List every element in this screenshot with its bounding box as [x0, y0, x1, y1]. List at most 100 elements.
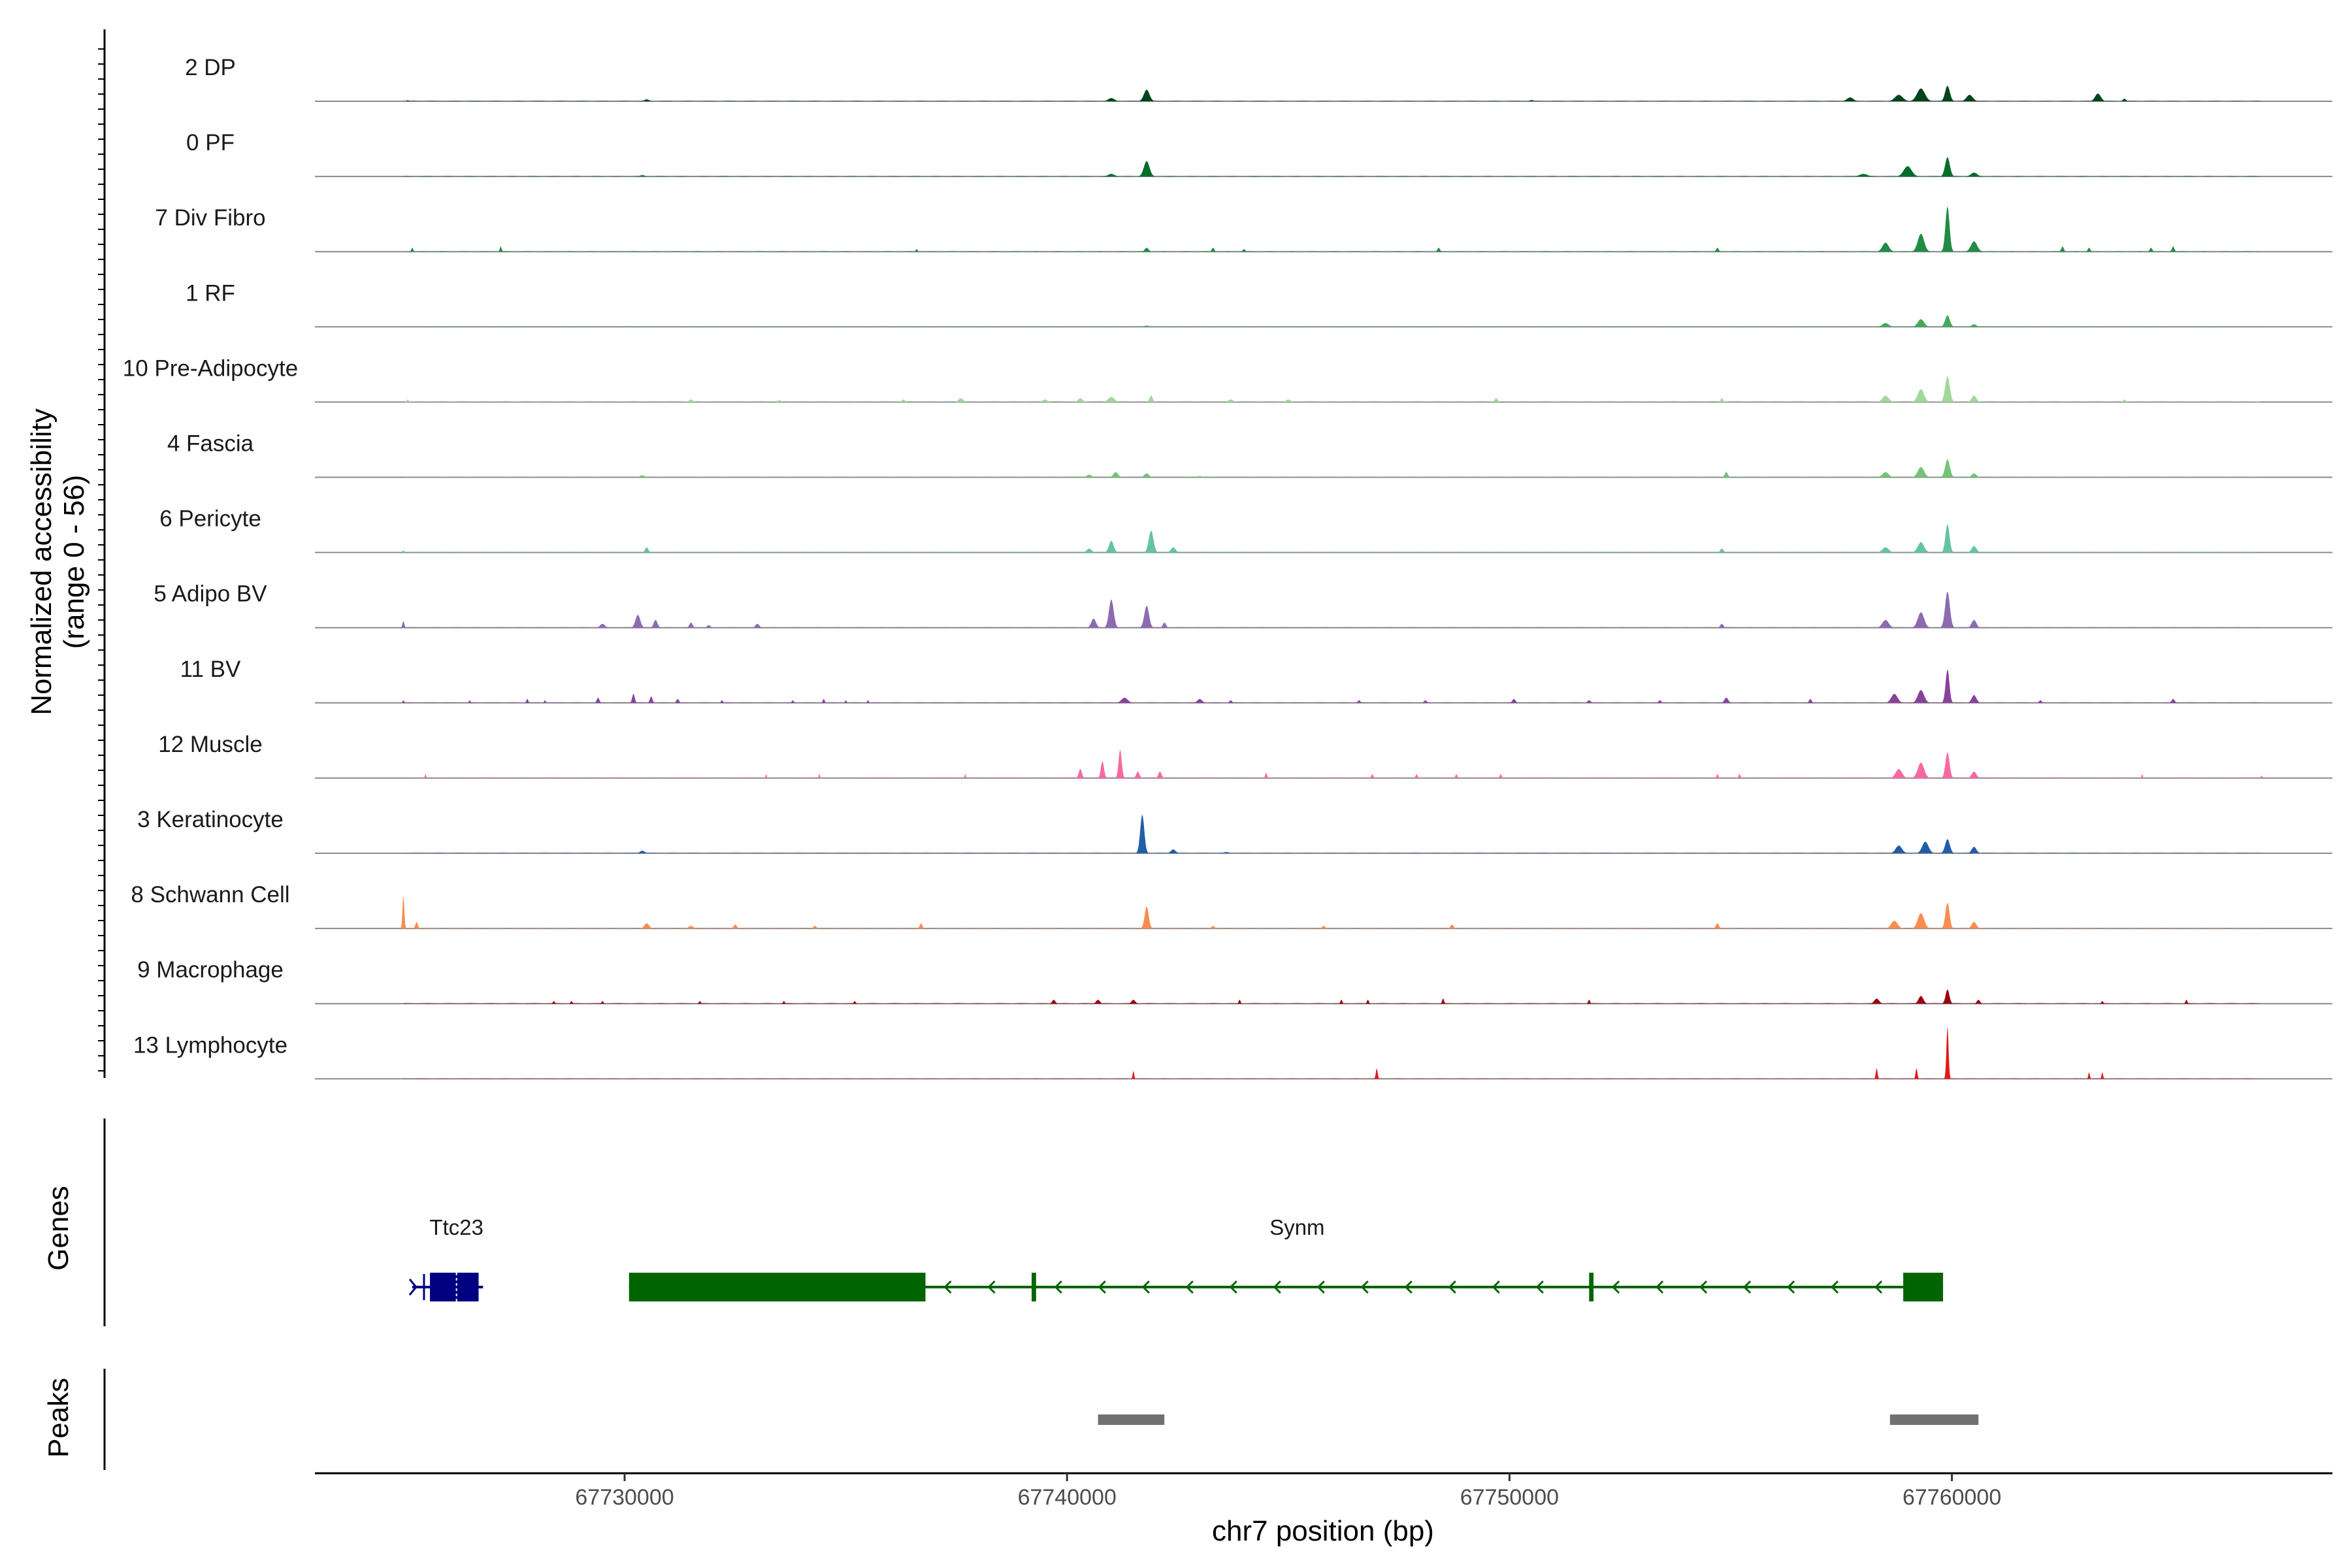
coverage-peak-24 [1886, 694, 1904, 703]
peaks-track-title: Peaks [42, 1378, 74, 1458]
coverage-peak-3 [1874, 1068, 1880, 1079]
coverage-peak-3 [1912, 319, 1930, 327]
coverage-peak-11 [1369, 774, 1375, 778]
coverage-peak-10 [1912, 233, 1930, 252]
gene-exon [1903, 1273, 1944, 1301]
coverage-peak-14 [1912, 913, 1930, 929]
track-9: 11 BV [180, 657, 2332, 704]
track-label: 6 Pericyte [159, 506, 261, 532]
coverage-peak-4 [1940, 315, 1954, 327]
coverage-peak-2 [498, 246, 504, 252]
strand-arrow [1611, 1280, 1620, 1294]
peak-region-2 [1889, 1414, 1979, 1425]
coverage-peak-3 [1138, 161, 1155, 177]
coverage-peak-14 [2085, 248, 2093, 252]
coverage-peak-6 [1240, 249, 1248, 252]
track-label: 7 Div Fibro [155, 205, 265, 231]
coverage-peak-6 [2087, 1072, 2091, 1079]
x-tick-label: 67730000 [575, 1485, 674, 1510]
coverage-peak-14 [1497, 774, 1503, 778]
coverage-peak-4 [1219, 852, 1233, 853]
coverage-peak-8 [1876, 547, 1895, 553]
coverage-peak-2 [1374, 1068, 1380, 1079]
coverage-peak-23 [1806, 698, 1814, 703]
coverage-peak-15 [1912, 389, 1930, 402]
coverage-peak-3 [631, 615, 645, 628]
coverage-peak-22 [1721, 697, 1732, 703]
track-4: 1 RF [186, 280, 2332, 328]
coverage-peak-7 [752, 623, 763, 628]
track-8: 5 Adipo BV [154, 581, 2332, 629]
track-13: 9 Macrophage [137, 957, 2332, 1005]
coverage-peak-4 [1138, 90, 1155, 101]
coverage-peak-5 [781, 1001, 787, 1004]
coverage-peak-16 [1940, 376, 1954, 402]
coverage-peak-5 [1144, 531, 1158, 553]
coverage-peak-7 [1435, 248, 1443, 252]
strand-arrow [1054, 1280, 1062, 1294]
strand-arrow [1655, 1280, 1664, 1294]
coverage-peak-3 [817, 774, 821, 778]
coverage-peak-4 [1914, 1068, 1919, 1079]
coverage-peak-6 [630, 694, 637, 703]
coverage-peak-2 [640, 99, 654, 101]
coverage-peak-8 [1092, 1000, 1103, 1004]
coverage-peak-5 [1075, 769, 1085, 778]
coverage-peak-3 [775, 400, 784, 402]
strand-arrow [1185, 1280, 1194, 1294]
coverage-peak-12 [1365, 1000, 1371, 1004]
track-7: 6 Pericyte [159, 506, 2332, 553]
strand-arrow [1830, 1280, 1839, 1294]
coverage-peak-7 [647, 696, 655, 703]
track-label: 11 BV [180, 657, 241, 682]
coverage-noise [403, 326, 2262, 327]
coverage-peak-8 [1912, 466, 1930, 478]
coverage-noise [403, 627, 2262, 628]
coverage-peak-11 [1942, 206, 1953, 252]
coverage-peak-1 [1131, 1071, 1136, 1079]
coverage-peak-2 [1136, 815, 1149, 853]
strand-arrow [408, 1279, 417, 1296]
coverage-peak-22 [2259, 776, 2264, 778]
coverage-peak-1 [409, 248, 415, 252]
coverage-peak-2 [642, 547, 651, 553]
coverage-peak-19 [1942, 752, 1953, 778]
coverage-peak-8 [674, 698, 681, 703]
coverage-peak-8 [1967, 847, 1981, 853]
track-label: 12 Muscle [158, 732, 263, 757]
coverage-noise [403, 1078, 2262, 1079]
track-6: 4 Fascia [167, 431, 2332, 478]
track-label: 3 Keratinocyte [137, 807, 284, 832]
coverage-peak-26 [1942, 669, 1953, 703]
coverage-peak-1 [400, 550, 406, 553]
coverage-peak-11 [821, 698, 826, 703]
coverage-peak-6 [810, 926, 819, 929]
coverage-peak-15 [1870, 998, 1884, 1004]
coverage-peak-1 [551, 1001, 557, 1004]
strand-arrow [1535, 1280, 1544, 1294]
gene-label: Synm [1269, 1215, 1324, 1239]
coverage-tracks: 2 DP 0 PF 7 Div Fibro 1 RF 10 Pre-Adipocyte 4… [123, 55, 2332, 1080]
coverage-peak-17 [1355, 700, 1363, 703]
coverage-peak-8 [1714, 248, 1722, 252]
coverage-noise [403, 777, 2262, 778]
coverage-peak-18 [1974, 1000, 1983, 1004]
coverage-peak-1 [1140, 325, 1154, 327]
coverage-peak-10 [1319, 926, 1328, 929]
track-label: 8 Schwann Cell [131, 882, 289, 907]
coverage-peak-6 [1940, 157, 1954, 177]
coverage-peak-4 [1140, 473, 1154, 478]
coverage-peak-7 [1049, 1000, 1058, 1004]
coverage-peak-17 [1967, 395, 1981, 402]
coverage-peak-8 [1141, 906, 1152, 929]
coverage-peak-9 [1940, 86, 1954, 101]
coverage-peak-20 [1584, 700, 1594, 703]
coverage-peak-3 [600, 1001, 606, 1004]
coverage-peak-19 [2099, 1001, 2105, 1004]
track-12: 8 Schwann Cell [131, 882, 2332, 930]
coverage-peak-13 [1718, 398, 1725, 402]
coverage-peak-11 [1160, 622, 1169, 628]
coverage-peak-6 [1166, 547, 1180, 553]
coverage-peak-1 [406, 100, 410, 101]
coverage-peak-10 [790, 700, 796, 703]
